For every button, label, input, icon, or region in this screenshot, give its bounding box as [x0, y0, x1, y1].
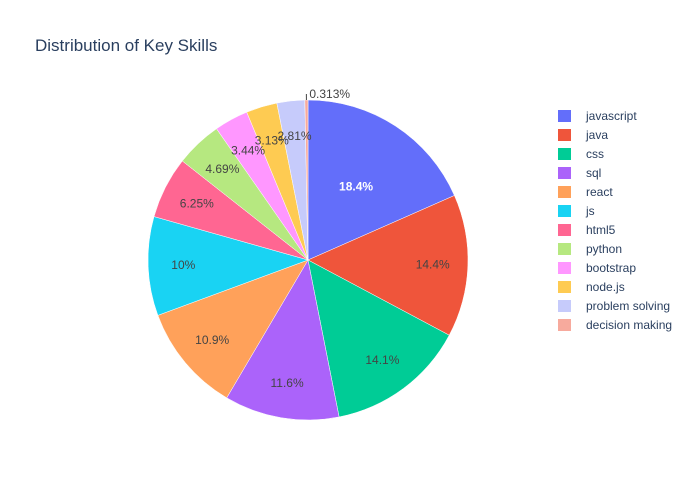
pie-slice-labels: 18.4% 14.4% 14.1% 11.6% 10.9% 10% 6.25% 4.69% 3.…	[171, 87, 450, 390]
slice-label-javascript: 18.4%	[339, 179, 373, 193]
legend-label-bootstrap[interactable]: bootstrap	[586, 261, 636, 275]
legend-swatch-decision-making[interactable]	[558, 319, 571, 331]
slice-label-js: 10%	[171, 258, 195, 272]
pie-slice-javascript[interactable]	[307, 99, 455, 261]
legend-label-html5[interactable]: html5	[586, 223, 616, 237]
pie-slice-sql[interactable]	[226, 259, 340, 421]
slice-label-sql: 11.6%	[270, 376, 303, 390]
slice-label-react: 10.9%	[195, 333, 229, 347]
legend-label-javascript[interactable]: javascript	[585, 109, 637, 123]
pie-slice-java[interactable]	[307, 195, 469, 336]
legend-swatch-react[interactable]	[558, 186, 571, 198]
legend-swatch-node-js[interactable]	[558, 281, 571, 293]
slice-label-bootstrap: 3.44%	[231, 144, 265, 158]
pie-slices	[147, 99, 469, 421]
legend-label-sql[interactable]: sql	[586, 166, 601, 180]
pie-slice-css[interactable]	[307, 259, 450, 418]
legend-swatch-js[interactable]	[558, 205, 571, 217]
slice-label-html5: 6.25%	[180, 196, 214, 210]
legend-swatch-sql[interactable]	[558, 167, 571, 179]
legend-label-decision-making[interactable]: decision making	[586, 318, 672, 332]
legend-swatch-html5[interactable]	[558, 224, 571, 236]
legend-swatch-problem-solving[interactable]	[558, 300, 571, 312]
legend-label-js[interactable]: js	[585, 204, 595, 218]
legend-swatch-java[interactable]	[558, 129, 571, 141]
pie-slice-js[interactable]	[147, 216, 309, 316]
legend-label-java[interactable]: java	[585, 128, 608, 142]
chart-title: Distribution of Key Skills	[35, 36, 217, 55]
legend-label-python[interactable]: python	[586, 242, 622, 256]
legend-swatch-python[interactable]	[558, 243, 571, 255]
pie-slice-decision-making[interactable]	[304, 99, 309, 261]
slice-label-css: 14.1%	[365, 353, 399, 367]
slice-label-decision-making: 0.313%	[309, 87, 350, 101]
slice-label-java: 14.4%	[416, 258, 450, 272]
legend-swatch-css[interactable]	[558, 148, 571, 160]
slice-label-problem-solving: 2.81%	[278, 129, 312, 143]
legend-swatch-javascript[interactable]	[558, 110, 571, 122]
legend-swatch-bootstrap[interactable]	[558, 262, 571, 274]
legend-label-css[interactable]: css	[586, 147, 604, 161]
pie-slice-react[interactable]	[157, 259, 309, 399]
legend-label-problem-solving[interactable]: problem solving	[586, 299, 670, 313]
legend: javascript java css sql react js html5 python bo…	[558, 109, 672, 332]
slice-label-python: 4.69%	[205, 162, 239, 176]
slice-label-node-js: 3.13%	[255, 134, 289, 148]
legend-label-react[interactable]: react	[586, 185, 613, 199]
legend-label-node-js[interactable]: node.js	[586, 280, 625, 294]
